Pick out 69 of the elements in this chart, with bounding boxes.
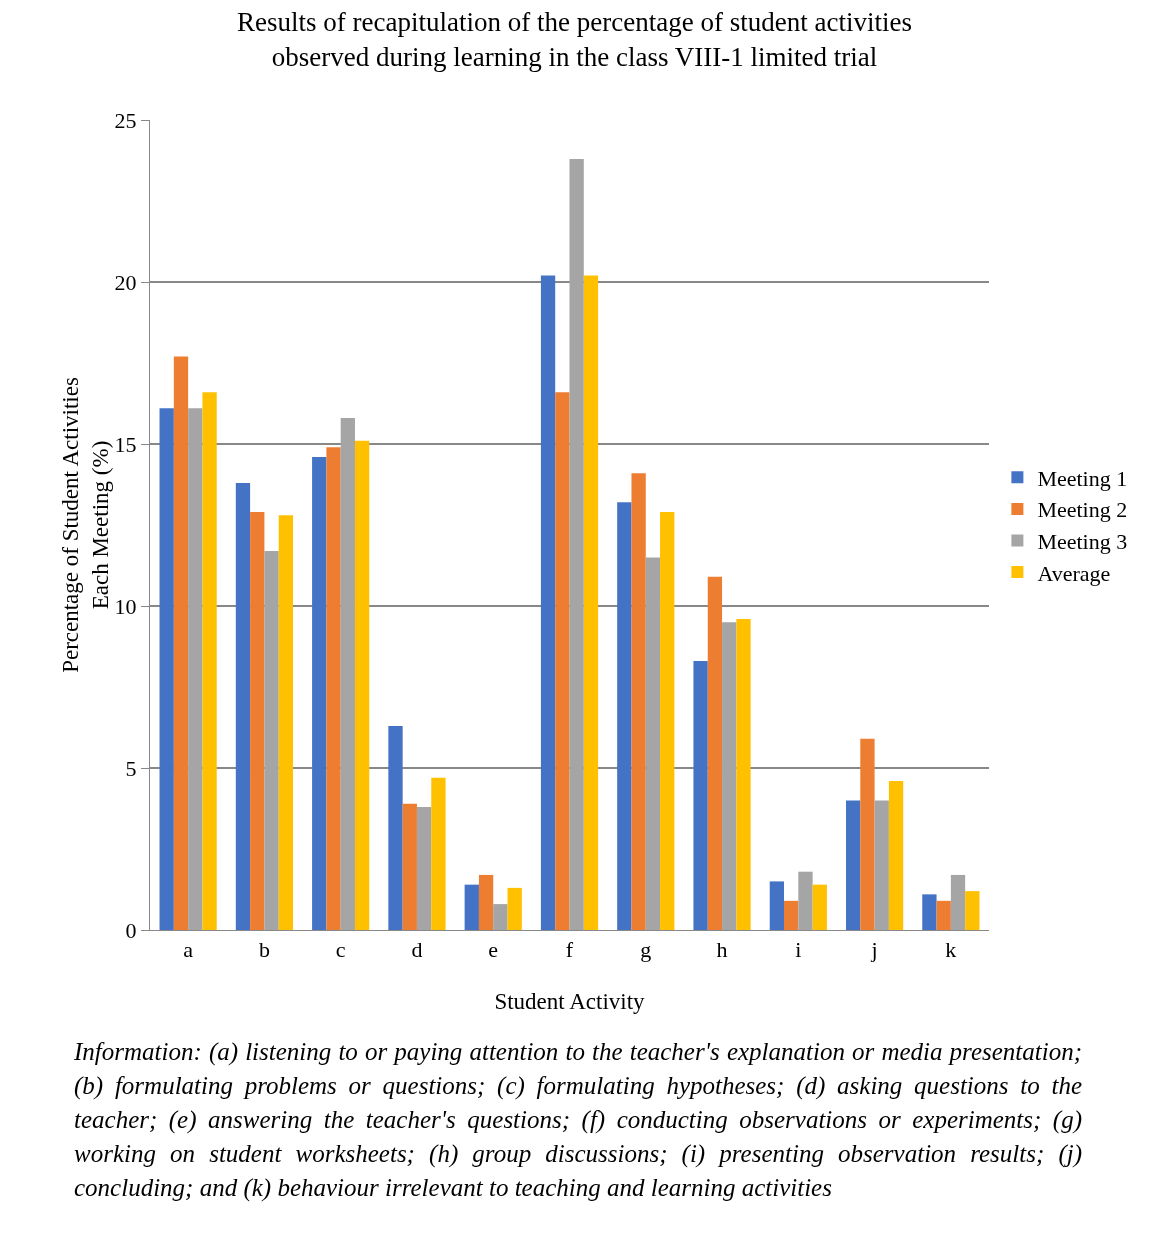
- legend-label: Meeting 3: [1037, 529, 1128, 555]
- bar: [159, 408, 174, 930]
- bar: [583, 275, 599, 930]
- bar: [235, 482, 251, 930]
- bar: [736, 618, 751, 930]
- bar: [812, 884, 827, 930]
- legend-label: Average: [1037, 560, 1111, 586]
- bar: [388, 725, 403, 930]
- bar: [278, 515, 294, 930]
- bar: [354, 440, 370, 930]
- y-tick-label: 20: [114, 269, 137, 295]
- bar: [784, 900, 799, 930]
- x-tick-label: i: [795, 937, 802, 963]
- bar: [464, 884, 479, 930]
- y-axis-title: Percentage of Student Activities Each Meeting (%): [57, 377, 113, 673]
- chart-title: Results of recapitulation of the percentage of student activities observed during learning in the class VIII-1 limited trial: [237, 6, 912, 72]
- x-tick-label: e: [488, 937, 499, 963]
- bar: [922, 894, 937, 930]
- bar: [312, 456, 327, 930]
- bar: [202, 392, 217, 930]
- y-tick-label: 15: [114, 431, 137, 457]
- bar: [416, 806, 432, 930]
- y-tick-label: 25: [114, 107, 137, 133]
- legend-label: Meeting 1: [1037, 465, 1128, 491]
- bar: [617, 502, 632, 930]
- bar: [431, 777, 446, 930]
- bar: [722, 622, 737, 930]
- bar: [965, 891, 980, 930]
- x-tick-label: g: [640, 937, 652, 963]
- bar: [569, 158, 584, 930]
- bar: [936, 900, 951, 930]
- bar: [493, 904, 508, 930]
- bar: [860, 738, 875, 930]
- y-tick-label: 5: [125, 755, 137, 781]
- bar: [478, 874, 494, 930]
- y-tick-label: 10: [114, 593, 137, 619]
- x-tick-label: a: [183, 937, 194, 963]
- bar: [250, 512, 265, 930]
- bar: [888, 780, 904, 930]
- x-tick-label: j: [870, 937, 878, 963]
- bar: [507, 887, 522, 930]
- x-axis-title: Student Activity: [494, 989, 646, 1014]
- x-tick-label: h: [716, 937, 728, 963]
- legend-label: Meeting 2: [1037, 497, 1128, 523]
- x-tick-label: b: [258, 937, 270, 963]
- bar: [340, 418, 355, 930]
- bar: [631, 473, 646, 930]
- bar: [264, 550, 279, 930]
- bar: [874, 800, 889, 930]
- bar: [693, 661, 708, 930]
- bar: [845, 800, 861, 930]
- bar: [555, 392, 570, 930]
- bar: [402, 803, 417, 930]
- bar: [707, 576, 723, 930]
- bar: [950, 874, 966, 930]
- x-tick-label: k: [945, 937, 957, 963]
- text: Information: (a) listening to or paying attention to the teacher's explanation or media presentation; (b) formulating problems or questions; (c) formulating hypotheses; (d) asking questions to the teacher; (e) answering the teacher's questions; (f) conducting observations or experiments; (g) working on student worksheets; (h) group discussions; (i) presenting observation results; (j) concluding; and (k) behaviour irrelevant to teaching and learning activities: [74, 1037, 1082, 1203]
- bar: [540, 275, 556, 930]
- bar: [769, 881, 785, 930]
- x-tick-label: f: [565, 937, 574, 963]
- y-tick-label: 0: [125, 917, 137, 943]
- bar: [326, 447, 341, 930]
- bar: [660, 512, 675, 930]
- bar: [173, 356, 189, 930]
- x-tick-label: d: [411, 937, 423, 963]
- x-tick-label: c: [335, 937, 346, 963]
- bar: [188, 408, 203, 930]
- bar: [798, 871, 813, 930]
- bar: [645, 557, 661, 930]
